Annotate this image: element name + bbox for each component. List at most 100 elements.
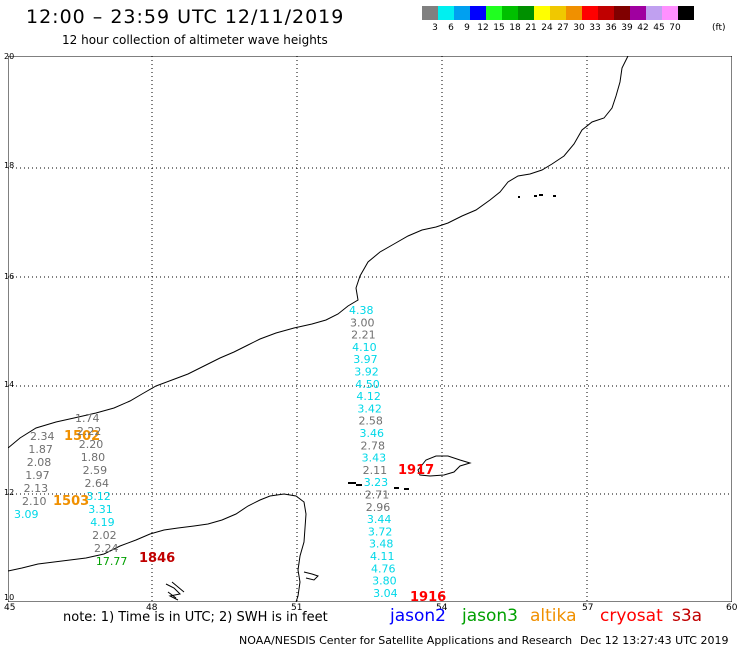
wave-value: 2.21 (351, 329, 376, 342)
kuria-muria-islands (518, 194, 556, 198)
lat-label-16: 16 (4, 272, 15, 281)
scale-swatch-label: 3 (432, 23, 438, 33)
wave-value: 2.34 (30, 430, 55, 443)
scale-swatch-label: 39 (621, 23, 633, 33)
legend-altika: altika (530, 606, 577, 626)
lon-label-48: 48 (146, 603, 158, 613)
wave-value: 3.72 (368, 525, 393, 538)
wave-value: 2.22 (77, 425, 102, 438)
wave-value: 1.74 (75, 412, 100, 425)
lat-label-10: 10 (4, 593, 15, 602)
wave-value: 2.10 (22, 495, 47, 508)
scale-swatch-label: 18 (509, 23, 521, 33)
wave-value: 2.24 (94, 542, 119, 555)
wave-value: 2.64 (85, 477, 110, 490)
scale-swatch: 24 (534, 6, 553, 33)
wave-value: 4.12 (356, 390, 381, 403)
scale-swatch: 12 (470, 6, 489, 33)
scale-swatch-label: 36 (605, 23, 617, 33)
wave-value: 3.09 (14, 508, 39, 521)
wave-value: 3.42 (357, 402, 382, 415)
map-subtitle: 12 hour collection of altimeter wave hei… (62, 33, 328, 47)
lat-label-12: 12 (4, 488, 15, 497)
wave-value: 4.76 (371, 562, 396, 575)
wave-value: 3.23 (364, 476, 389, 489)
grid (8, 56, 732, 602)
scale-swatch (678, 6, 694, 20)
wave-value: 2.11 (363, 464, 388, 477)
scale-swatch: 18 (502, 6, 521, 33)
scale-swatch: 45 (646, 6, 665, 33)
wave-value: 4.11 (370, 550, 395, 563)
scale-swatch: 21 (518, 6, 537, 33)
wave-value: 4.38 (349, 304, 374, 317)
coastline-somalia (8, 493, 307, 602)
wave-value: 2.78 (361, 439, 386, 452)
lat-label-18: 18 (4, 161, 15, 170)
scale-swatch-label: 12 (477, 23, 489, 33)
socotra-islets (348, 482, 409, 490)
wave-value: 1.87 (28, 443, 53, 456)
wave-value: 2.58 (358, 415, 383, 428)
pass-time-label: 1846 (139, 551, 175, 566)
legend-s3a: s3a (672, 606, 703, 626)
wave-value: 2.71 (365, 489, 390, 502)
wave-value: 3.46 (360, 427, 385, 440)
scale-swatch: 39 (614, 6, 633, 33)
scale-swatch: 42 (630, 6, 649, 33)
socotra-headland (303, 571, 319, 581)
wave-value: 4.10 (352, 341, 377, 354)
pass-time-label: 1916 (410, 590, 446, 602)
wave-value: 2.08 (27, 456, 52, 469)
lat-label-20: 20 (4, 52, 15, 61)
scale-unit: (ft) (712, 23, 726, 33)
units-note: note: 1) Time is in UTC; 2) SWH is in fe… (63, 610, 328, 625)
wave-value: 3.80 (372, 575, 397, 588)
somalia-hatch (165, 581, 185, 601)
color-scale: 3 6 9 12 15 18 21 24 27 30 33 36 39 42 45 70 (422, 6, 694, 33)
wave-value: 3.04 (373, 587, 398, 600)
scale-swatch-label: 6 (448, 23, 454, 33)
wave-value: 2.20 (79, 438, 104, 451)
scale-swatch-label: 21 (525, 23, 537, 33)
legend-cryosat: cryosat (600, 606, 663, 626)
lon-label-51: 51 (291, 603, 303, 613)
wave-value: 3.44 (367, 513, 392, 526)
wave-value: 17.77 (96, 555, 128, 568)
lat-label-14: 14 (4, 380, 15, 389)
scale-swatch: 36 (598, 6, 617, 33)
wave-value: 3.43 (362, 452, 387, 465)
wave-height-map: 2.341.872.081.972.132.103.09 1502 1503 1.74… (8, 56, 732, 602)
scale-swatch: 9 (454, 6, 470, 33)
wave-value: 2.96 (366, 501, 391, 514)
wave-readings: 2.341.872.081.972.132.103.09 1502 1503 1.74… (14, 304, 446, 602)
lon-label-54: 54 (436, 603, 448, 613)
wave-value: 2.59 (83, 464, 108, 477)
scale-swatch: 6 (438, 6, 454, 33)
scale-swatch: 27 (550, 6, 569, 33)
wave-value: 1.80 (81, 451, 106, 464)
scale-swatch: 30 (566, 6, 585, 33)
wave-value: 3.12 (86, 490, 111, 503)
wave-value: 4.50 (355, 378, 380, 391)
wave-value: 4.19 (90, 516, 115, 529)
wave-value: 3.31 (88, 503, 113, 516)
scale-swatch-label: 42 (637, 23, 649, 33)
scale-swatch-label: 30 (573, 23, 585, 33)
legend-jason3: jason3 (462, 606, 518, 626)
scale-swatch-label: 15 (493, 23, 505, 33)
wave-value: 2.13 (24, 482, 48, 495)
pass-time-label: 1502 (64, 429, 100, 444)
wave-value: 3.00 (350, 316, 375, 329)
scale-swatch-label: 33 (589, 23, 601, 33)
map-title: 12:00 – 23:59 UTC 12/11/2019 (26, 6, 345, 28)
timestamp-text: Dec 12 13:27:43 UTC 2019 (580, 634, 729, 647)
scale-swatch: 70 (662, 6, 681, 33)
wave-value: 3.48 (369, 538, 394, 551)
wave-value: 1.97 (25, 469, 50, 482)
legend-jason2: jason2 (390, 606, 446, 626)
scale-swatch: 33 (582, 6, 601, 33)
socotra-island (417, 455, 472, 477)
scale-swatch-label: 70 (669, 23, 681, 33)
scale-swatch-label: 9 (464, 23, 470, 33)
